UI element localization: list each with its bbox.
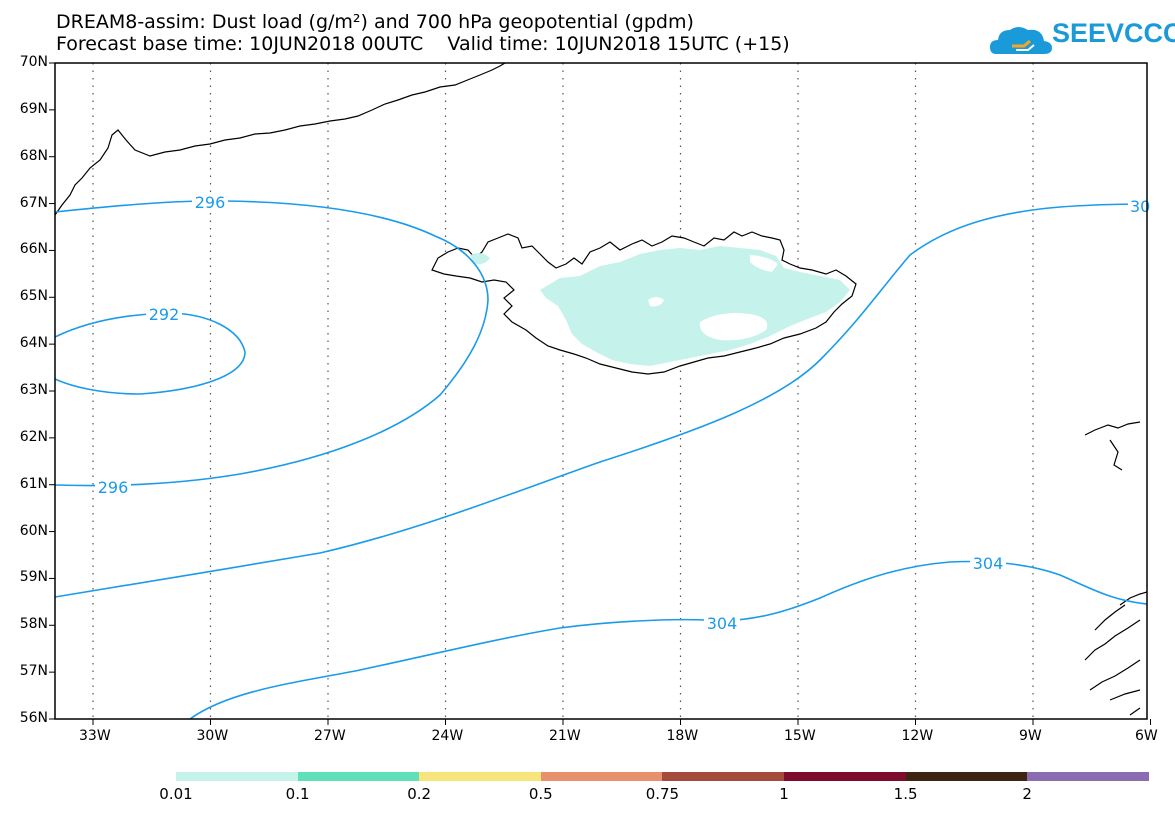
colorbar-segment [905,772,1028,781]
lat-label: 64N [19,335,48,352]
scandinavia-coast [1084,421,1147,716]
lat-label: 68N [19,147,48,164]
colorbar-segment [662,772,785,781]
colorbar-segment [297,772,420,781]
colorbar-segment [176,772,299,781]
colorbar-label: 0.1 [285,785,310,803]
contour-label-bg [192,193,228,211]
lat-label: 67N [19,194,48,211]
axis-ticks [49,62,1151,725]
cloud-logo-icon [990,27,1052,54]
map-frame [54,62,1148,720]
colorbar-label: 1.5 [893,785,918,803]
lon-label: 21W [549,728,581,744]
colorbar-label: 0.75 [645,785,680,803]
lon-label: 15W [784,728,816,744]
lat-label: 69N [19,100,48,117]
lat-label: 56N [19,710,48,726]
colorbar-segment [784,772,907,781]
lat-label: 66N [19,241,48,258]
contour-labels: 296 292 296 30 304 304 [95,193,1154,633]
greenland-coast [55,63,506,216]
colorbar-label: 0.5 [528,785,553,803]
contour-292 [55,312,246,395]
grid [92,63,1034,719]
contour-label: 296 [98,478,129,497]
lat-label: 70N [19,54,48,70]
colorbar-label: 1 [779,785,789,803]
contour-label-bg [704,614,740,632]
colorbar-segment [540,772,663,781]
colorbar-segment [1027,772,1150,781]
landmasses [55,63,1147,716]
contour-label: 30 [1130,197,1150,216]
lat-label: 60N [19,522,48,539]
contour-304 [189,560,1147,719]
contour-label-bg [970,554,1006,572]
contour-label: 296 [195,193,226,212]
lat-label: 63N [19,382,48,398]
lon-label: 27W [314,728,346,744]
contour-label: 292 [149,305,180,324]
contour-label-bg [95,478,131,496]
colorbar-label: 0.01 [159,785,193,803]
lat-label: 61N [19,475,48,492]
lon-label: 12W [901,728,934,744]
lat-label: 58N [19,616,48,633]
lat-label: 62N [19,428,48,445]
lon-label: 24W [431,728,464,744]
logo-text: SEEVCCC [1052,18,1175,48]
dust-area [540,246,850,366]
contour-300 [55,203,1147,598]
forecast-times: Forecast base time: 10JUN2018 00UTC Vali… [56,33,790,55]
colorbar-label: 2 [1022,785,1032,803]
contour-label: 304 [973,554,1004,573]
colorbar-label: 0.2 [407,785,432,803]
lon-label: 9W [1019,728,1042,744]
lon-label: 6W [1135,728,1158,744]
lat-label: 59N [19,569,48,586]
contour-label-bg [146,305,182,323]
map-title: DREAM8-assim: Dust load (g/m²) and 700 h… [56,11,694,33]
colorbar-segment [419,772,542,781]
lat-label: 65N [19,288,48,305]
contour-label: 304 [707,614,738,633]
lon-label: 30W [196,728,229,744]
contour-296-north [55,200,489,487]
lon-label: 33W [79,728,111,744]
lon-label: 18W [666,728,699,744]
lat-label: 57N [19,663,48,680]
